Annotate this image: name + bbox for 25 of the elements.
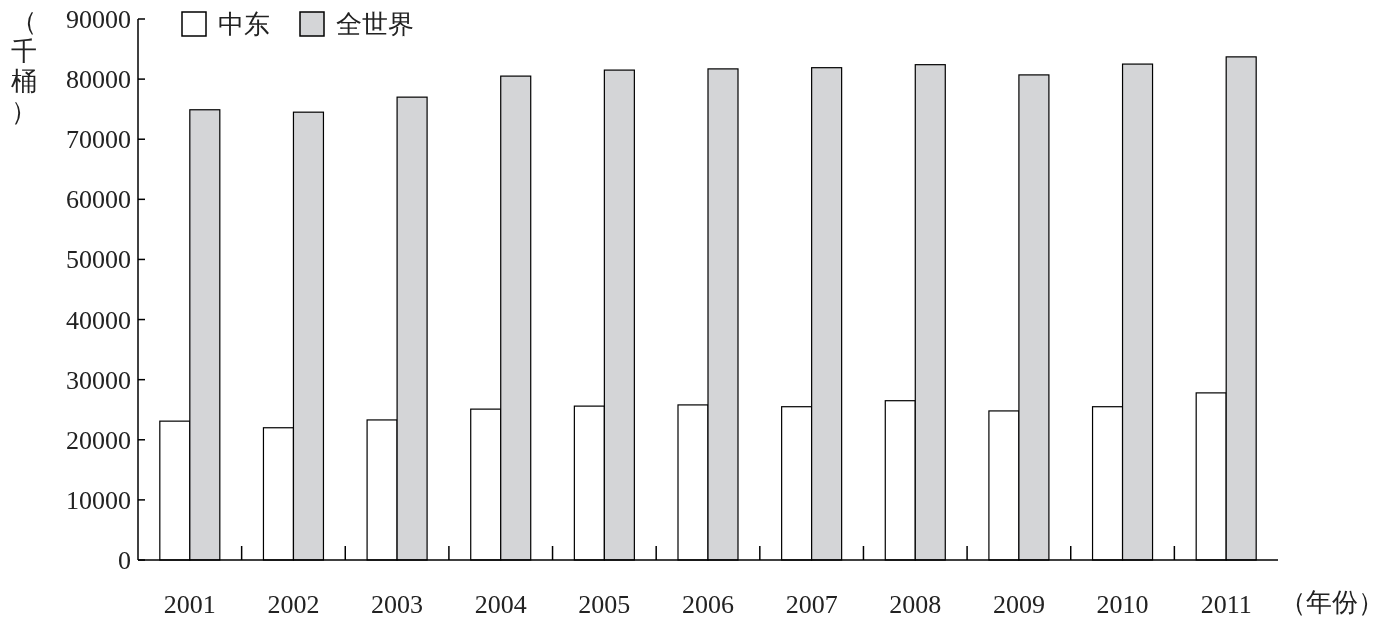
x-tick-label: 2001 bbox=[163, 590, 216, 619]
y-tick-label: 20000 bbox=[66, 425, 131, 455]
y-tick-label: 40000 bbox=[66, 305, 131, 335]
x-tick-label: 2005 bbox=[578, 590, 631, 619]
x-tick-label: 2008 bbox=[889, 590, 942, 619]
y-tick-label: 60000 bbox=[66, 185, 131, 215]
x-tick-label: 2004 bbox=[474, 590, 527, 619]
x-tick-label: 2009 bbox=[992, 590, 1045, 619]
legend-label: 全世界 bbox=[336, 10, 414, 39]
x-axis-title: （年份） bbox=[1280, 588, 1377, 617]
x-tick-label: 2003 bbox=[371, 590, 424, 619]
x-tick-label: 2006 bbox=[682, 590, 734, 619]
y-tick-label: 70000 bbox=[66, 125, 131, 155]
x-tick-label: 2007 bbox=[785, 590, 838, 619]
x-tick-label: 2002 bbox=[267, 590, 320, 619]
y-tick-label: 90000 bbox=[66, 5, 131, 34]
x-tick-label: 2011 bbox=[1200, 590, 1252, 619]
x-tick-label: 2010 bbox=[1096, 590, 1149, 619]
y-axis-title: （千桶） bbox=[11, 7, 37, 126]
y-tick-label: 10000 bbox=[66, 485, 131, 515]
y-tick-label: 80000 bbox=[66, 65, 131, 95]
y-tick-label: 50000 bbox=[66, 245, 131, 275]
y-tick-label: 30000 bbox=[66, 365, 131, 395]
y-tick-label: 0 bbox=[118, 546, 131, 575]
legend-label: 中东 bbox=[218, 10, 270, 39]
